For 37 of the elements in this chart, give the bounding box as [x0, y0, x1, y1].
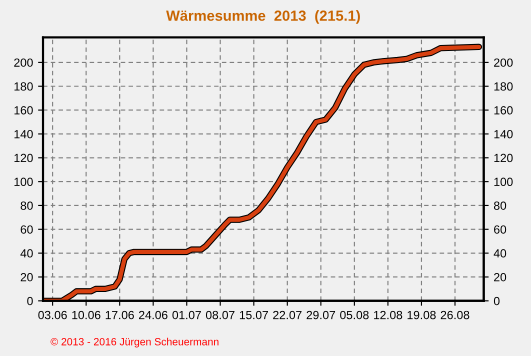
y2-tick-label: 140 — [494, 130, 513, 138]
y2-tick-label: 100 — [494, 178, 513, 186]
y2-tick-label: 40 — [494, 249, 506, 258]
y-tick-label: 80 — [20, 201, 33, 210]
x-tick-label: 03.06 — [38, 310, 67, 320]
x-tick-label: 10.06 — [72, 310, 100, 320]
y2-tick-label: 180 — [494, 82, 513, 91]
x-tick-label: 22.07 — [273, 310, 302, 320]
x-tick-label: 26.08 — [440, 310, 470, 320]
y2-tick-label: 200 — [494, 58, 513, 67]
y-tick-label: 180 — [14, 82, 33, 91]
text: © 2013 - 2016 Jürgen Scheuermann — [50, 338, 218, 348]
y-tick-label: 60 — [20, 225, 33, 234]
y-tick-label: 100 — [14, 178, 33, 186]
x-tick-label: 05.08 — [340, 310, 369, 320]
y-tick-label: 40 — [20, 249, 33, 258]
x-tick-label: 08.07 — [206, 310, 234, 320]
x-tick-label: 01.07 — [172, 310, 201, 320]
y2-tick-label: 0 — [494, 296, 500, 306]
y-tick-label: 200 — [14, 58, 33, 67]
y-tick-label: 160 — [14, 106, 33, 114]
y-tick-label: 120 — [14, 154, 33, 162]
y2-tick-label: 80 — [494, 201, 506, 210]
y2-tick-label: 120 — [494, 154, 513, 162]
y-tick-label: 140 — [14, 130, 33, 138]
x-tick-label: 17.06 — [106, 310, 134, 320]
x-tick-label: 12.08 — [374, 310, 402, 320]
x-tick-label: 19.08 — [408, 310, 436, 320]
y-tick-label: 0 — [27, 296, 33, 306]
y-tick-label: 20 — [20, 273, 33, 282]
chart-title: Wärmesumme 2013 (215.1) — [166, 10, 360, 24]
y2-tick-label: 60 — [494, 225, 506, 234]
x-tick-label: 15.07 — [240, 310, 268, 320]
x-tick-label: 24.06 — [139, 310, 168, 320]
y2-tick-label: 20 — [494, 273, 506, 282]
x-tick-label: 29.07 — [306, 310, 336, 320]
y2-tick-label: 160 — [494, 106, 513, 114]
